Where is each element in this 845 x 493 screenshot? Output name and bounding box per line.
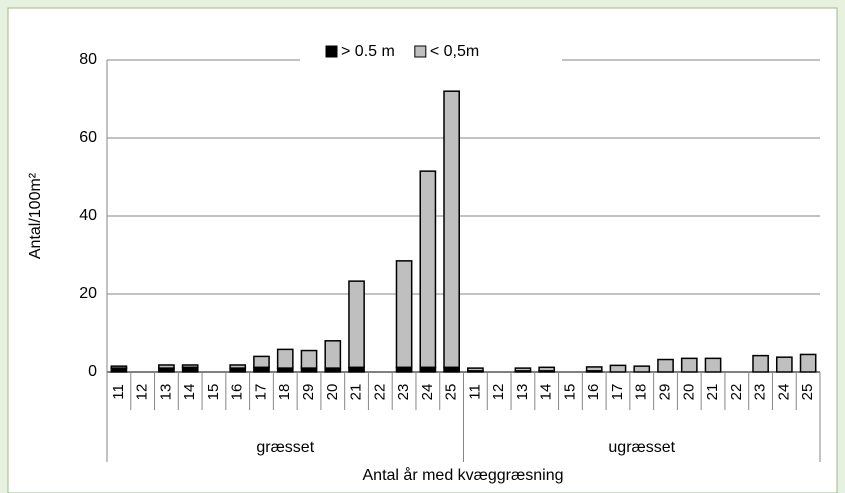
bar-segment	[585, 366, 603, 372]
bar-segment	[419, 170, 437, 369]
x-tick-label: 14	[181, 384, 198, 401]
x-tick-label: 11	[466, 384, 483, 400]
x-tick-label: 25	[799, 384, 816, 401]
bar-segment	[158, 364, 175, 369]
x-tick-label: 15	[205, 384, 222, 401]
bar-segment	[514, 367, 532, 372]
bar-segment	[775, 356, 793, 373]
bar-segment	[395, 260, 413, 369]
y-tick-label: 60	[79, 129, 97, 146]
x-tick-label: 13	[157, 384, 174, 401]
bar-segment	[752, 354, 769, 373]
x-tick-label: 21	[704, 384, 721, 401]
x-tick-label: 12	[490, 384, 507, 401]
group-label: ugræsset	[608, 439, 675, 456]
bar-segment	[181, 364, 199, 369]
bar-segment	[704, 357, 722, 373]
legend-label: < 0,5m	[430, 43, 479, 60]
bar-segment	[324, 340, 342, 369]
legend-box	[300, 44, 562, 74]
x-tick-label: 21	[348, 384, 365, 401]
x-tick-label: 20	[680, 384, 697, 401]
x-tick-label: 18	[276, 384, 293, 401]
bar-segment	[633, 365, 651, 373]
legend-swatch	[325, 45, 338, 58]
y-tick-label: 0	[88, 363, 97, 380]
x-tick-label: 29	[656, 384, 673, 401]
x-tick-label: 23	[395, 384, 412, 401]
x-tick-label: 16	[585, 384, 602, 401]
x-tick-label: 18	[633, 384, 650, 401]
bar-segment	[276, 348, 294, 369]
bar-segment	[609, 364, 627, 373]
x-tick-label: 23	[752, 384, 769, 401]
bar-segment	[657, 358, 674, 373]
bar-segment	[467, 367, 484, 372]
bar-segment	[538, 366, 556, 372]
x-tick-label: 14	[538, 384, 555, 401]
x-tick-label: 29	[300, 384, 317, 401]
x-axis-label: Antal år med kvæggræsning	[363, 466, 564, 484]
y-tick-label: 80	[79, 51, 97, 68]
bar-segment	[229, 364, 247, 369]
bar-segment	[253, 355, 270, 369]
y-axis-label: Antal/100m²	[27, 172, 44, 259]
bar-segment	[348, 280, 365, 369]
x-tick-label: 25	[443, 384, 460, 401]
group-label: græsset	[256, 439, 314, 456]
x-tick-label: 17	[252, 384, 269, 401]
x-tick-label: 22	[728, 384, 745, 401]
y-tick-label: 20	[79, 285, 97, 302]
bar-segment	[110, 365, 128, 369]
x-tick-label: 24	[775, 384, 792, 401]
x-tick-label: 13	[514, 384, 531, 401]
x-tick-label: 12	[134, 384, 151, 401]
x-tick-label: 22	[371, 384, 388, 401]
bar-segment	[443, 90, 460, 369]
x-tick-label: 11	[110, 384, 127, 400]
bar-segment	[680, 357, 698, 373]
legend-swatch	[414, 45, 427, 58]
x-tick-label: 15	[561, 384, 578, 401]
bar-segment	[300, 349, 318, 369]
x-tick-label: 16	[229, 384, 246, 401]
x-tick-label: 20	[324, 384, 341, 401]
x-tick-label: 17	[609, 384, 626, 401]
y-tick-label: 40	[79, 207, 97, 224]
legend-label: > 0.5 m	[341, 43, 395, 60]
x-tick-label: 24	[419, 384, 436, 401]
bar-segment	[799, 353, 817, 373]
